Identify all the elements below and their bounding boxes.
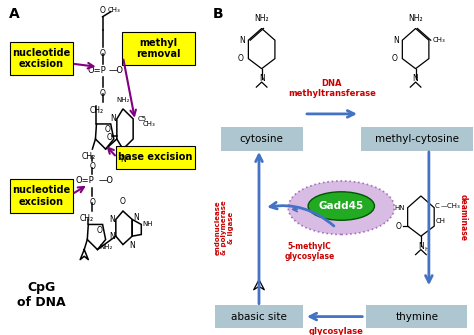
Text: N: N	[109, 232, 115, 241]
FancyBboxPatch shape	[215, 305, 303, 328]
Text: O: O	[396, 222, 402, 230]
Text: N: N	[418, 242, 424, 251]
Text: H: H	[424, 247, 429, 252]
Text: abasic site: abasic site	[231, 312, 287, 322]
Text: O: O	[100, 49, 106, 58]
Text: NH₂: NH₂	[100, 244, 113, 250]
Text: O: O	[100, 89, 106, 98]
Text: glycosylase: glycosylase	[309, 327, 364, 335]
Text: O=P: O=P	[76, 177, 95, 185]
Ellipse shape	[288, 181, 394, 234]
Text: N: N	[109, 215, 115, 224]
Text: cytosine: cytosine	[240, 134, 283, 144]
Text: N: N	[413, 74, 419, 83]
Text: O: O	[97, 226, 102, 235]
Text: —O: —O	[99, 177, 113, 185]
Text: CH₂: CH₂	[79, 214, 93, 223]
Text: C: C	[434, 203, 439, 209]
Text: N: N	[259, 74, 264, 83]
Text: CH₃: CH₃	[433, 37, 446, 43]
Text: O: O	[100, 6, 106, 15]
Text: NH₂: NH₂	[116, 97, 130, 103]
Text: DNA
methyltransferase: DNA methyltransferase	[288, 79, 376, 98]
Text: O: O	[90, 198, 95, 207]
Text: NH: NH	[142, 221, 153, 227]
Text: N: N	[129, 241, 135, 250]
Text: CH₂: CH₂	[81, 152, 95, 161]
Text: NH₂: NH₂	[408, 14, 423, 23]
Text: N: N	[133, 213, 139, 222]
Text: CH₂: CH₂	[90, 106, 103, 115]
Text: nucleotide
excision: nucleotide excision	[12, 48, 71, 69]
Text: HN: HN	[394, 205, 404, 211]
Text: O: O	[107, 133, 113, 142]
Ellipse shape	[308, 192, 374, 220]
Text: O: O	[120, 197, 126, 206]
Text: methyl
removal: methyl removal	[137, 38, 181, 59]
Text: B: B	[212, 7, 223, 21]
Text: N: N	[239, 36, 245, 45]
Text: O: O	[90, 162, 95, 172]
Text: deaminase: deaminase	[459, 194, 468, 241]
Text: N: N	[120, 155, 126, 164]
Text: NH₂: NH₂	[255, 14, 269, 23]
Text: A: A	[9, 7, 19, 21]
FancyBboxPatch shape	[366, 305, 467, 328]
Text: O: O	[391, 54, 397, 63]
FancyBboxPatch shape	[361, 127, 473, 151]
Text: endonuclease
& polymerase
& ligase: endonuclease & polymerase & ligase	[215, 200, 235, 255]
Text: methyl-cytosine: methyl-cytosine	[375, 134, 459, 144]
Text: —O: —O	[109, 66, 124, 75]
FancyBboxPatch shape	[10, 42, 73, 75]
Text: N: N	[110, 115, 116, 123]
Text: CH₃: CH₃	[142, 121, 155, 127]
Text: CH₃: CH₃	[108, 7, 120, 13]
Text: N: N	[393, 36, 399, 45]
Text: —CH₃: —CH₃	[441, 203, 461, 209]
FancyBboxPatch shape	[10, 179, 73, 213]
FancyBboxPatch shape	[122, 32, 195, 65]
Text: Gadd45: Gadd45	[319, 201, 364, 211]
Text: O=P: O=P	[87, 66, 106, 75]
Text: O: O	[105, 126, 110, 134]
Text: CH: CH	[436, 218, 446, 224]
FancyBboxPatch shape	[116, 146, 195, 169]
Text: thymine: thymine	[395, 312, 438, 322]
Text: CpG
of DNA: CpG of DNA	[17, 281, 66, 309]
Text: O: O	[237, 54, 243, 63]
Text: nucleotide
excision: nucleotide excision	[12, 185, 71, 207]
Text: C5: C5	[137, 116, 147, 122]
Text: 5-methylC
glycosylase: 5-methylC glycosylase	[284, 242, 335, 261]
FancyBboxPatch shape	[220, 127, 303, 151]
Text: base excision: base excision	[118, 152, 193, 162]
